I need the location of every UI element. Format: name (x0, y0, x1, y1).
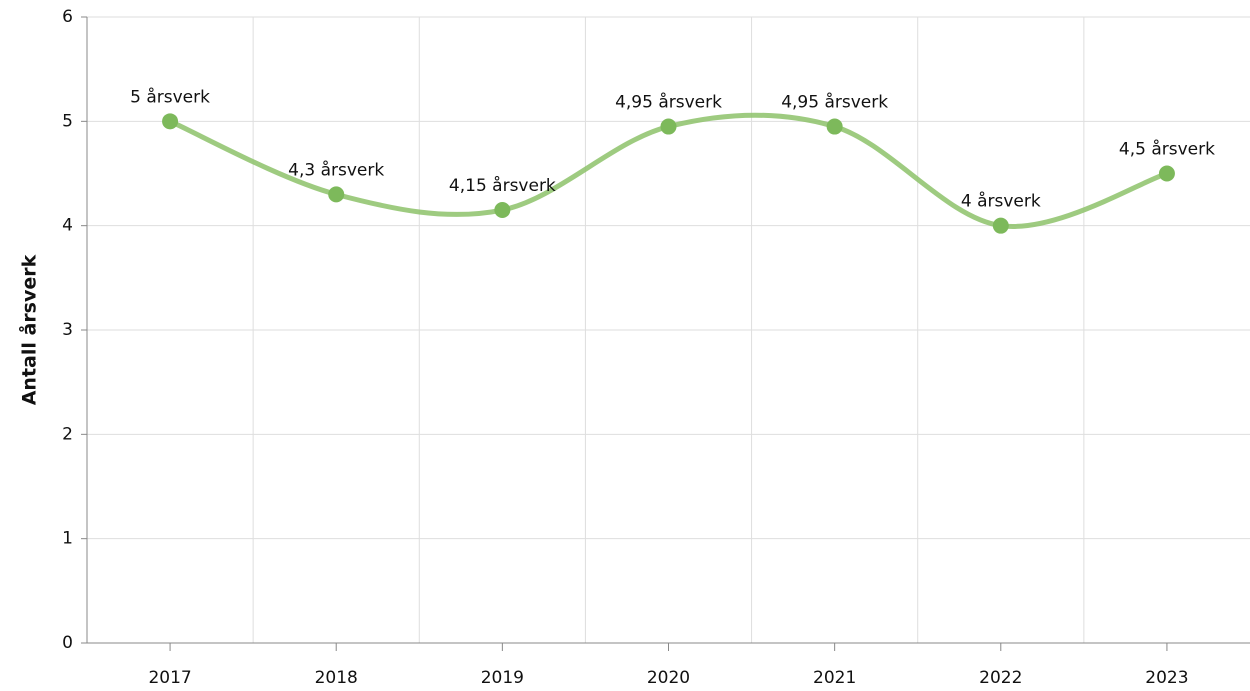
point (826, 118, 843, 135)
y-tick-label: 0 (62, 633, 73, 653)
y-tick-label: 2 (62, 424, 73, 444)
data-label: 4,95 årsverk (781, 92, 888, 113)
x-tick-label: 2021 (813, 668, 856, 688)
y-tick-label: 1 (62, 529, 73, 549)
point (494, 202, 511, 219)
point (328, 186, 345, 203)
y-tick-label: 3 (62, 320, 73, 340)
data-label: 4,95 årsverk (615, 92, 722, 113)
x-tick-label: 2022 (979, 668, 1022, 688)
x-tick-label: 2019 (481, 668, 524, 688)
data-label: 5 årsverk (130, 86, 210, 107)
x-tick-label: 2017 (148, 668, 191, 688)
data-label: 4,5 årsverk (1119, 139, 1215, 160)
x-tick-label: 2018 (315, 668, 358, 688)
y-tick-label: 4 (62, 216, 73, 236)
point (162, 113, 179, 130)
point (1158, 165, 1175, 182)
x-tick-label: 2023 (1145, 668, 1188, 688)
y-axis-label: Antall årsverk (17, 254, 41, 405)
y-tick-label: 5 (62, 111, 73, 131)
point (660, 118, 677, 135)
data-label: 4,3 årsverk (288, 159, 384, 180)
x-tick-label: 2020 (647, 668, 690, 688)
data-label: 4,15 årsverk (449, 175, 556, 196)
y-tick-label: 6 (62, 7, 73, 27)
point (992, 217, 1009, 234)
data-label: 4 årsverk (961, 191, 1041, 212)
